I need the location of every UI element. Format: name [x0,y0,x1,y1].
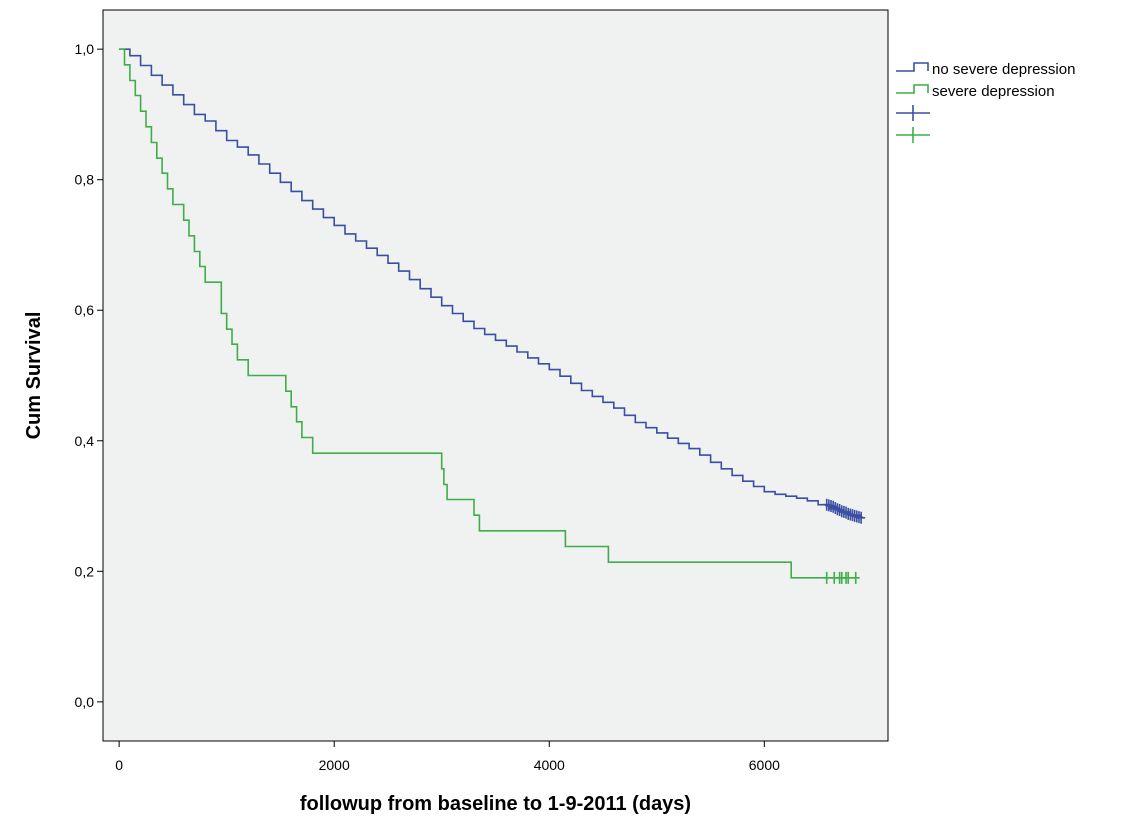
x-tick-label: 0 [115,757,123,773]
y-axis: 0,0 0,2 0,4 0,6 0,8 1,0 [75,41,103,710]
legend-swatch [896,105,930,121]
legend-swatch [896,84,929,94]
x-tick-label: 4000 [534,757,565,773]
legend-label: no severe depression [932,61,1075,78]
x-axis-title: followup from baseline to 1-9-2011 (days… [300,793,691,815]
y-tick-label: 0,0 [75,694,95,710]
censor-layer [822,498,866,584]
series-line-no-severe-depression [119,48,862,519]
plot-frame [102,9,889,742]
censor-mark [844,571,853,584]
legend-label: severe depression [932,83,1055,100]
y-tick-label: 0,2 [75,563,95,579]
series-line-severe-depression [119,48,856,579]
x-axis: 0 2000 4000 6000 [115,741,780,773]
y-tick-label: 0,8 [75,172,95,188]
series-layer [119,48,862,579]
y-axis-title: Cum Survival [23,312,45,440]
y-tick-label: 1,0 [75,41,95,57]
y-tick-label: 0,4 [75,433,95,449]
censor-mark [822,571,831,584]
censor-mark [857,511,866,524]
censor-mark [851,571,860,584]
legend: no severe depression severe depression [896,61,1075,143]
x-tick-label: 2000 [319,757,350,773]
legend-swatch [896,127,930,143]
x-tick-label: 6000 [749,757,780,773]
y-tick-label: 0,6 [75,302,95,318]
plot-area [103,10,888,741]
legend-swatch [896,62,929,72]
